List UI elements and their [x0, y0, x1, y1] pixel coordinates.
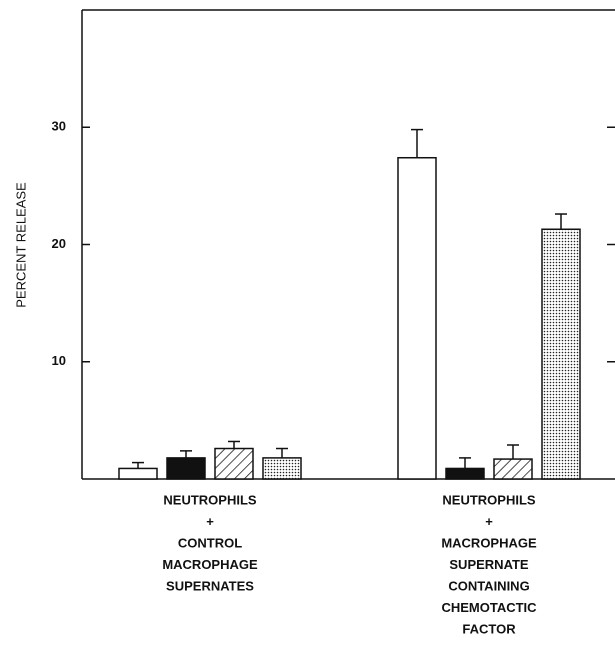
x-tick-label: MACROPHAGE — [162, 557, 258, 572]
bar — [397, 156, 437, 480]
x-tick-label: + — [485, 514, 493, 529]
x-tick-label: CONTAINING — [448, 578, 529, 593]
x-tick-label: MACROPHAGE — [441, 535, 537, 550]
x-tick-label: NEUTROPHILS — [442, 492, 536, 507]
y-tick-label: 20 — [52, 236, 66, 251]
bar — [214, 447, 254, 480]
x-tick-label: NEUTROPHILS — [163, 492, 257, 507]
y-tick-label: 30 — [52, 119, 66, 134]
bar — [493, 458, 533, 480]
y-axis-label: PERCENT RELEASE — [13, 182, 28, 308]
x-tick-label: CHEMOTACTIC — [441, 600, 537, 615]
x-tick-label: + — [206, 514, 214, 529]
bar — [445, 467, 485, 480]
x-tick-label: CONTROL — [178, 535, 242, 550]
x-tick-label: SUPERNATES — [166, 578, 254, 593]
bar — [118, 467, 158, 480]
x-tick-label: SUPERNATE — [449, 557, 529, 572]
bar — [166, 457, 206, 480]
bar — [541, 228, 581, 480]
bar — [262, 457, 302, 480]
y-tick-label: 10 — [52, 353, 66, 368]
x-tick-label: FACTOR — [462, 621, 516, 636]
